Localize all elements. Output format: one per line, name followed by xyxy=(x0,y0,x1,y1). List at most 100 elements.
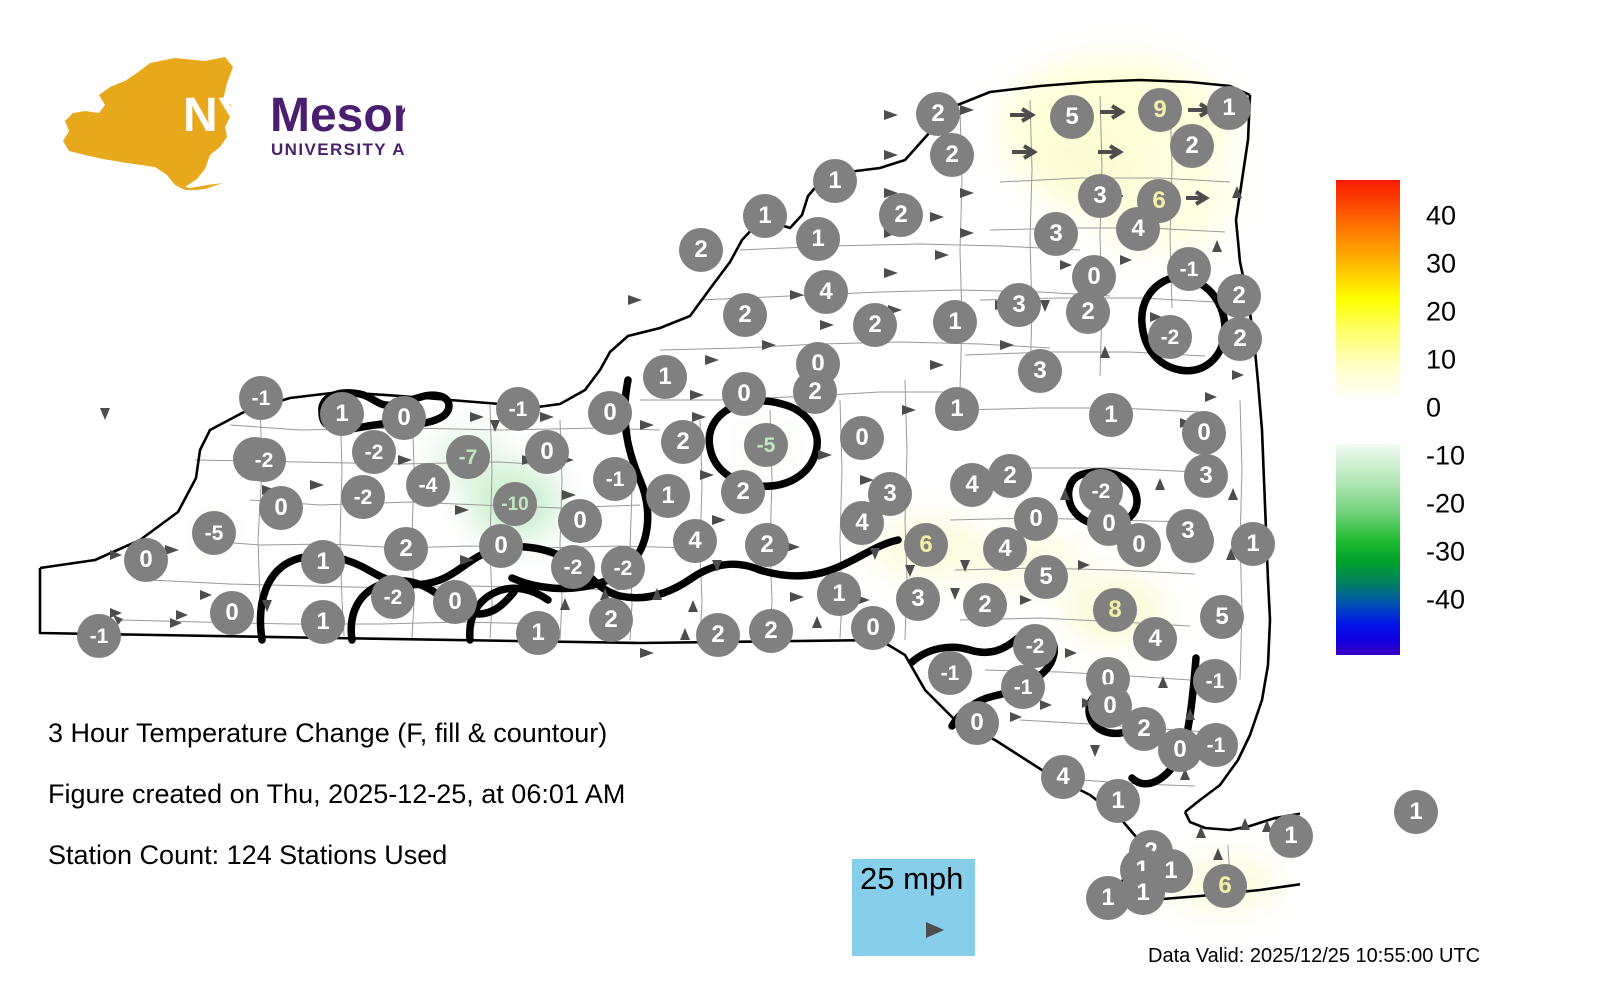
station-marker: 2 xyxy=(723,293,767,337)
station-marker: 1 xyxy=(796,217,840,261)
station-marker: 2 xyxy=(749,609,793,653)
station-marker: 0 xyxy=(1072,255,1116,299)
station-marker: 0 xyxy=(479,524,523,568)
station-marker: -7 xyxy=(446,435,490,479)
station-marker: 1 xyxy=(301,540,345,584)
station-marker: 2 xyxy=(916,92,960,136)
colorbar-tick: -10 xyxy=(1426,440,1466,471)
station-marker: 2 xyxy=(721,470,765,514)
station-marker: -2 xyxy=(1148,315,1192,359)
figure-caption: 3 Hour Temperature Change (F, fill & cou… xyxy=(48,718,808,901)
station-marker: 0 xyxy=(433,580,477,624)
station-marker: -2 xyxy=(601,546,645,590)
station-marker: 0 xyxy=(558,499,602,543)
station-marker: 5 xyxy=(1050,95,1094,139)
wind-key-label: 25 mph xyxy=(860,861,964,896)
station-marker: 3 xyxy=(896,577,940,621)
station-marker: 5 xyxy=(1200,595,1244,639)
station-marker: -1 xyxy=(239,376,283,420)
station-marker: 2 xyxy=(1217,274,1261,318)
station-marker: -1 xyxy=(1193,659,1237,703)
colorbar: 40 30 20 10 0 -10 -20 -30 -40 xyxy=(1336,180,1596,660)
station-marker: 1 xyxy=(1207,86,1251,130)
station-marker: 1 xyxy=(643,355,687,399)
station-marker: 6 xyxy=(1203,864,1247,908)
station-marker: 2 xyxy=(661,420,705,464)
logo-nys-text: NYS xyxy=(183,89,282,142)
station-marker: -2 xyxy=(352,430,396,474)
station-marker: -1 xyxy=(1194,723,1238,767)
station-marker: 8 xyxy=(1093,588,1137,632)
station-marker: 2 xyxy=(988,454,1032,498)
station-marker: -1 xyxy=(928,651,972,695)
station-marker: 1 xyxy=(743,194,787,238)
station-marker: 1 xyxy=(1269,814,1313,858)
caption-created: Figure created on Thu, 2025-12-25, at 06… xyxy=(48,779,626,809)
station-marker: 4 xyxy=(673,519,717,563)
station-marker: 5 xyxy=(1024,555,1068,599)
station-marker: 1 xyxy=(813,159,857,203)
station-marker: -2 xyxy=(551,545,595,589)
station-marker: 2 xyxy=(589,598,633,642)
station-marker: -2 xyxy=(341,475,385,519)
station-marker: 4 xyxy=(1041,755,1085,799)
station-marker: 3 xyxy=(1078,174,1122,218)
station-marker: -5 xyxy=(744,423,788,467)
station-marker: 0 xyxy=(382,396,426,440)
station-marker: -1 xyxy=(1001,665,1045,709)
colorbar-tick: -40 xyxy=(1426,584,1466,615)
station-marker: 1 xyxy=(933,300,977,344)
colorbar-tick: 30 xyxy=(1426,248,1457,279)
station-marker: 0 xyxy=(259,486,303,530)
station-marker: 3 xyxy=(1184,454,1228,498)
station-marker: 0 xyxy=(1182,411,1226,455)
wind-speed-key: 25 mph xyxy=(852,859,975,956)
station-marker: 0 xyxy=(955,701,999,745)
station-marker: -1 xyxy=(1167,247,1211,291)
station-marker: 4 xyxy=(950,463,994,507)
nys-mesonet-logo: NYS Mesonet UNIVERSITY AT ALBANY xyxy=(55,55,405,190)
station-marker: -5 xyxy=(192,511,236,555)
station-marker: 0 xyxy=(840,416,884,460)
data-valid-timestamp: Data Valid: 2025/12/25 10:55:00 UTC xyxy=(1148,945,1481,967)
station-marker: 1 xyxy=(320,392,364,436)
station-marker: -2 xyxy=(242,438,286,482)
colorbar-tick: 40 xyxy=(1426,200,1457,231)
station-marker: 0 xyxy=(588,391,632,435)
station-marker: 2 xyxy=(853,303,897,347)
ny-state-shape xyxy=(63,57,233,190)
station-marker: 1 xyxy=(1089,393,1133,437)
station-marker: 4 xyxy=(804,270,848,314)
station-marker: 4 xyxy=(983,527,1027,571)
station-marker: 2 xyxy=(930,133,974,177)
station-marker: 3 xyxy=(1034,212,1078,256)
station-marker: 3 xyxy=(1018,349,1062,393)
station-marker: 1 xyxy=(1086,876,1130,920)
temperature-change-map: 2 5 9 1 2 2 1 3 6 2 1 4 3 1 2 -1 0 4 2 3 2 2 2 -2 1 0 3 2 1 2 0 -1 1 0 -1 0… xyxy=(38,58,1438,920)
station-marker: 2 xyxy=(1066,290,1110,334)
station-marker: -10 xyxy=(493,482,537,526)
station-marker: -4 xyxy=(406,463,450,507)
station-marker: -1 xyxy=(496,387,540,431)
station-marker: 2 xyxy=(879,193,923,237)
colorbar-tick: 0 xyxy=(1426,392,1442,423)
station-marker: 1 xyxy=(646,474,690,518)
caption-title: 3 Hour Temperature Change (F, fill & cou… xyxy=(48,718,608,748)
station-marker: -2 xyxy=(1013,624,1057,668)
station-marker: 3 xyxy=(1166,509,1210,553)
station-marker: 0 xyxy=(722,372,766,416)
colorbar-cool-segment xyxy=(1336,444,1400,655)
station-marker: 6 xyxy=(904,523,948,567)
station-marker: 2 xyxy=(696,613,740,657)
station-marker: 1 xyxy=(301,600,345,644)
colorbar-tick: -30 xyxy=(1426,536,1466,567)
station-marker: 1 xyxy=(1394,790,1438,834)
station-marker: 2 xyxy=(1218,317,1262,361)
station-marker: 1 xyxy=(817,572,861,616)
station-marker: 0 xyxy=(525,430,569,474)
logo-subtitle: UNIVERSITY AT ALBANY xyxy=(271,140,405,159)
station-marker: 2 xyxy=(384,527,428,571)
station-marker: 3 xyxy=(997,283,1041,327)
station-marker: -1 xyxy=(593,457,637,501)
station-marker: 4 xyxy=(1116,207,1160,251)
